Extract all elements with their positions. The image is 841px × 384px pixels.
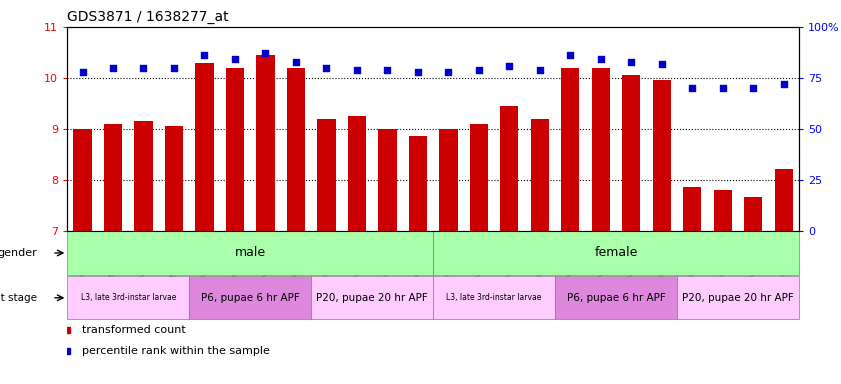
Text: transformed count: transformed count [82,325,186,335]
Bar [591,68,610,230]
Point [594,56,607,63]
Point [76,69,89,75]
Bar [73,129,92,230]
Point [503,63,516,69]
Point [716,85,729,91]
Point [106,65,119,71]
Bar [225,68,244,230]
Point [167,65,181,71]
Text: P6, pupae 6 hr APF: P6, pupae 6 hr APF [567,293,665,303]
Bar [103,124,122,230]
Point [563,52,577,58]
Bar [433,232,799,275]
Bar [347,116,366,230]
Bar [531,119,549,230]
Point [289,58,303,65]
Text: P20, pupae 20 hr APF: P20, pupae 20 hr APF [682,293,794,303]
Bar [683,187,701,230]
Bar [713,190,732,230]
Point [350,66,363,73]
Bar [378,129,396,230]
Point [228,56,241,63]
Bar [500,106,518,230]
Text: L3, late 3rd-instar larvae: L3, late 3rd-instar larvae [81,293,176,302]
Bar [67,276,189,319]
Text: P20, pupae 20 hr APF: P20, pupae 20 hr APF [316,293,428,303]
Bar [439,129,458,230]
Bar [744,197,762,230]
Text: female: female [595,247,637,260]
Bar [189,276,311,319]
Bar [135,121,152,230]
Point [777,81,791,87]
Bar [311,276,433,319]
Point [685,85,699,91]
Point [472,66,485,73]
Point [381,66,394,73]
Point [533,66,547,73]
Bar [561,68,579,230]
Bar [257,55,274,230]
Bar [287,68,305,230]
Text: development stage: development stage [0,293,37,303]
Bar [677,276,799,319]
Text: GDS3871 / 1638277_at: GDS3871 / 1638277_at [67,10,229,25]
Point [259,50,272,56]
Bar [195,63,214,230]
Bar [165,126,183,230]
Bar [469,124,488,230]
Point [320,65,333,71]
Bar [317,119,336,230]
Text: gender: gender [0,248,37,258]
Bar [653,80,671,230]
Text: male: male [235,247,266,260]
Point [442,69,455,75]
Bar [409,136,427,230]
Point [747,85,760,91]
Bar [433,276,555,319]
Bar [775,169,793,230]
Point [198,52,211,58]
Bar [555,276,677,319]
Text: percentile rank within the sample: percentile rank within the sample [82,346,270,356]
Point [655,60,669,66]
Text: L3, late 3rd-instar larvae: L3, late 3rd-instar larvae [447,293,542,302]
Point [137,65,151,71]
Bar [622,75,640,230]
Point [411,69,425,75]
Text: P6, pupae 6 hr APF: P6, pupae 6 hr APF [201,293,299,303]
Point [625,58,638,65]
Bar [67,232,433,275]
